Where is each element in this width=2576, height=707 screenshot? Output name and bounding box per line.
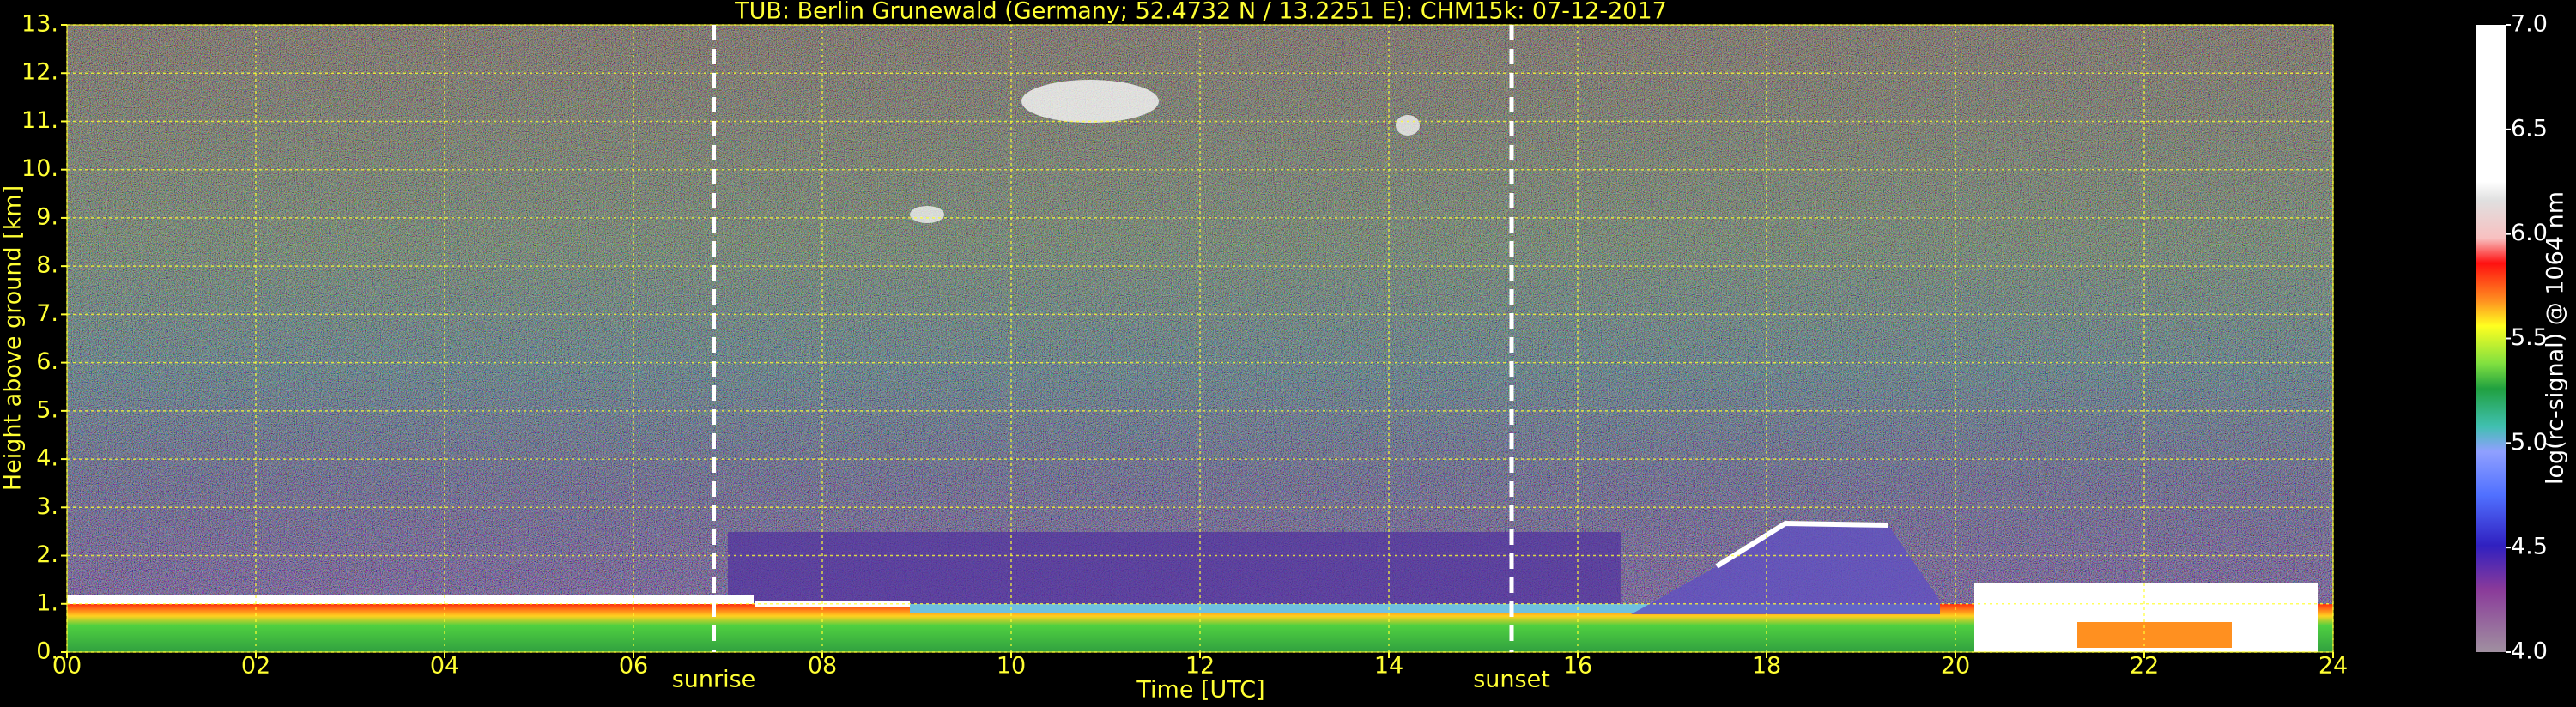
plot-frame [66, 24, 2334, 653]
x-tick-label: 20 [1941, 653, 1970, 680]
x-tick-label: 10 [997, 653, 1026, 680]
x-tick-label: 16 [1563, 653, 1592, 680]
x-tick-label: 12 [1185, 653, 1215, 680]
x-tick-label: 04 [430, 653, 459, 680]
x-tick-label: 14 [1374, 653, 1403, 680]
colorbar-tick-label: 5.0 [2511, 429, 2548, 456]
y-axis-label: Height above ground [km] [0, 185, 27, 491]
y-tick-label: 5. [36, 396, 58, 423]
x-tick-label: 06 [619, 653, 648, 680]
y-tick-label: 9. [36, 203, 58, 230]
y-tick-label: 3. [36, 493, 58, 520]
x-axis-label: Time [UTC] [1136, 677, 1264, 704]
y-tick-label: 1. [36, 589, 58, 616]
x-tick-label: 22 [2130, 653, 2159, 680]
x-tick-label: 00 [52, 653, 82, 680]
y-tick-label: 7. [36, 300, 58, 327]
y-tick-label: 13. [21, 11, 58, 38]
y-tick-label: 10. [21, 155, 58, 182]
y-tick-label: 12. [21, 59, 58, 86]
colorbar-tick-label: 7.0 [2511, 11, 2548, 38]
y-tick-label: 0. [36, 638, 58, 665]
x-tick-label: 18 [1752, 653, 1781, 680]
y-tick-label: 2. [36, 541, 58, 568]
colorbar-label: log(rc-signal) @ 1064 nm [2543, 191, 2569, 485]
chart-title: TUB: Berlin Grunewald (Germany; 52.4732 … [734, 0, 1667, 25]
annotation-label: sunrise [672, 667, 756, 693]
y-tick-label: 4. [36, 445, 58, 472]
annotation-label: sunset [1473, 667, 1550, 693]
colorbar-tick-label: 4.0 [2511, 638, 2548, 665]
colorbar-tick-label: 6.0 [2511, 220, 2548, 246]
colorbar [2476, 25, 2506, 652]
y-tick-label: 11. [21, 107, 58, 134]
y-tick-label: 6. [36, 348, 58, 375]
x-tick-label: 08 [808, 653, 837, 680]
colorbar-tick-label: 6.5 [2511, 115, 2548, 142]
x-tick-label: 02 [241, 653, 270, 680]
colorbar-tick-label: 5.5 [2511, 324, 2548, 351]
colorbar-tick-label: 4.5 [2511, 534, 2548, 560]
x-tick-label: 24 [2318, 653, 2348, 680]
y-tick-label: 8. [36, 252, 58, 279]
